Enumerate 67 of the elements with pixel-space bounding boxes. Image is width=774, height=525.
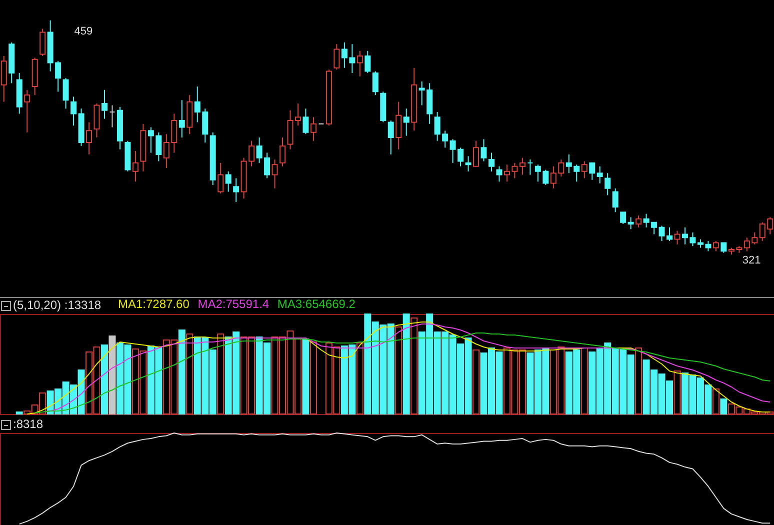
bar bbox=[356, 342, 364, 414]
candlestick bbox=[178, 100, 185, 138]
candlestick bbox=[403, 108, 410, 136]
candlestick bbox=[581, 160, 588, 179]
candlestick bbox=[40, 28, 46, 57]
candlestick bbox=[225, 170, 232, 192]
candlestick bbox=[356, 50, 363, 77]
candlestick bbox=[280, 136, 286, 167]
bar bbox=[100, 344, 108, 414]
text: MA1:7287.60 bbox=[118, 297, 190, 311]
candlestick bbox=[519, 157, 526, 176]
candlestick bbox=[372, 70, 378, 96]
bar bbox=[580, 348, 588, 414]
candlestick bbox=[604, 172, 611, 196]
candlestick bbox=[496, 166, 502, 182]
chart-title: :8318 bbox=[13, 417, 44, 431]
candlestick bbox=[636, 215, 642, 228]
candlestick bbox=[488, 152, 494, 172]
candlestick bbox=[674, 230, 680, 245]
candlestick bbox=[94, 103, 100, 138]
candlestick bbox=[334, 44, 340, 70]
bar bbox=[186, 334, 194, 414]
candlestick bbox=[302, 108, 309, 135]
bar bbox=[402, 314, 410, 414]
chart-title: (5,10,20) :13318 bbox=[13, 298, 102, 312]
candlestick bbox=[527, 159, 534, 176]
candlestick bbox=[86, 122, 92, 155]
candlestick bbox=[24, 89, 30, 133]
candlestick bbox=[612, 188, 618, 213]
bar bbox=[712, 388, 720, 414]
text: MA2:75591.4 bbox=[198, 297, 270, 311]
bar bbox=[674, 370, 681, 414]
bar bbox=[217, 334, 224, 414]
candlestick bbox=[109, 104, 116, 128]
candlestick bbox=[132, 150, 138, 182]
candlestick bbox=[70, 96, 77, 126]
bar bbox=[395, 326, 402, 414]
candlestick bbox=[480, 138, 487, 162]
bar bbox=[635, 348, 642, 414]
candlestick bbox=[473, 140, 480, 167]
candlestick bbox=[712, 240, 719, 252]
bar bbox=[178, 330, 186, 414]
candlestick bbox=[628, 216, 634, 230]
bar bbox=[472, 350, 480, 414]
text: MA3:654669.2 bbox=[277, 297, 356, 311]
candlestick bbox=[620, 212, 626, 225]
candlestick bbox=[101, 89, 108, 120]
bar bbox=[410, 318, 418, 414]
candlestick bbox=[388, 120, 394, 155]
bar bbox=[302, 338, 310, 414]
candlestick bbox=[218, 162, 224, 194]
candlestick bbox=[396, 101, 402, 150]
annotation: 459 bbox=[74, 25, 93, 38]
candlestick bbox=[62, 78, 69, 110]
candlestick bbox=[720, 242, 727, 254]
bar bbox=[108, 336, 116, 414]
candlestick bbox=[589, 162, 596, 180]
candlestick bbox=[465, 156, 472, 172]
bar bbox=[310, 342, 317, 414]
candlestick bbox=[272, 159, 278, 189]
candlestick bbox=[364, 50, 371, 74]
candlestick bbox=[596, 166, 603, 184]
bar bbox=[720, 398, 728, 414]
candlestick bbox=[310, 116, 316, 142]
annotation: 321 bbox=[742, 254, 761, 267]
candlestick bbox=[233, 178, 240, 202]
bar bbox=[16, 412, 23, 414]
